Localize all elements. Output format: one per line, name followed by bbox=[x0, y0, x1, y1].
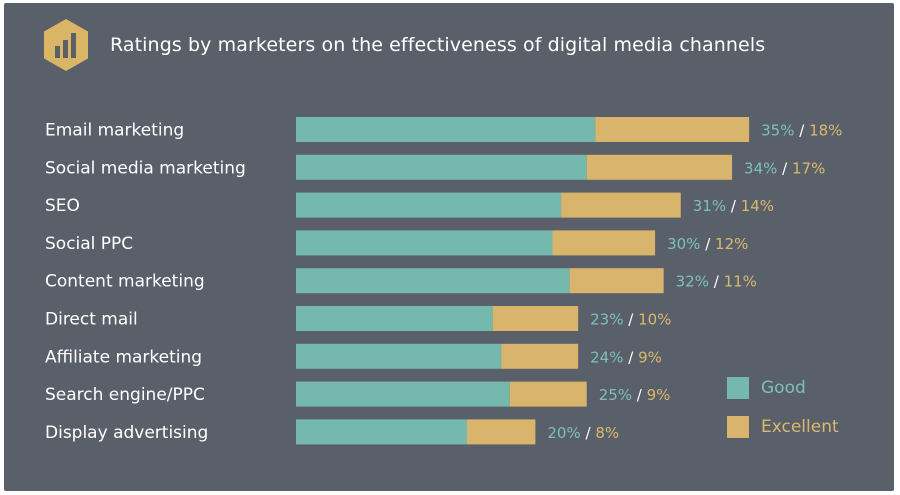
legend-label-excellent: Excellent bbox=[761, 417, 839, 437]
bar-good-social-media-marketing bbox=[296, 154, 587, 180]
category-label-social-media-marketing: Social media marketing bbox=[45, 158, 246, 178]
chart-header: Ratings by marketers on the effectivenes… bbox=[42, 18, 765, 72]
bar-good-social-ppc bbox=[296, 230, 553, 256]
bar-excellent-email-marketing bbox=[595, 117, 750, 142]
bar-excellent-content-marketing bbox=[569, 268, 664, 294]
category-label-seo: SEO bbox=[45, 196, 80, 216]
value-label-social-media-marketing: 34% / 17% bbox=[744, 159, 825, 177]
legend-item-good: Good bbox=[727, 376, 839, 400]
category-label-affiliate-marketing: Affiliate marketing bbox=[45, 347, 202, 367]
category-label-display-advertising: Display advertising bbox=[45, 423, 208, 443]
value-label-direct-mail: 23% / 10% bbox=[590, 311, 671, 329]
bar-good-seo bbox=[296, 192, 562, 218]
bar-excellent-search-engine-ppc bbox=[509, 381, 587, 407]
legend-swatch-excellent bbox=[727, 416, 749, 438]
bar-excellent-social-ppc bbox=[552, 230, 656, 256]
bar-good-direct-mail bbox=[296, 306, 493, 331]
bar-excellent-direct-mail bbox=[492, 306, 579, 331]
category-label-search-engine-ppc: Search engine/PPC bbox=[45, 385, 205, 405]
bar-good-display-advertising bbox=[296, 419, 467, 445]
category-label-email-marketing: Email marketing bbox=[45, 121, 184, 141]
bar-excellent-affiliate-marketing bbox=[501, 343, 579, 369]
bar-excellent-display-advertising bbox=[467, 419, 536, 445]
value-label-display-advertising: 20% / 8% bbox=[547, 424, 619, 442]
legend: Good Excellent bbox=[727, 376, 839, 454]
bar-excellent-social-media-marketing bbox=[586, 154, 733, 180]
legend-item-excellent: Excellent bbox=[727, 415, 839, 439]
legend-label-good: Good bbox=[761, 378, 806, 398]
value-label-social-ppc: 30% / 12% bbox=[667, 235, 748, 253]
value-label-affiliate-marketing: 24% / 9% bbox=[590, 348, 662, 366]
bar-good-content-marketing bbox=[296, 268, 570, 294]
value-label-search-engine-ppc: 25% / 9% bbox=[599, 386, 671, 404]
chart-title: Ratings by marketers on the effectivenes… bbox=[110, 34, 766, 56]
category-label-content-marketing: Content marketing bbox=[45, 272, 205, 292]
category-label-social-ppc: Social PPC bbox=[45, 234, 133, 254]
value-label-email-marketing: 35% / 18% bbox=[761, 122, 842, 140]
bar-excellent-seo bbox=[561, 192, 681, 218]
category-label-direct-mail: Direct mail bbox=[45, 310, 138, 330]
bar-good-search-engine-ppc bbox=[296, 381, 510, 407]
bar-good-affiliate-marketing bbox=[296, 343, 502, 369]
bar-good-email-marketing bbox=[296, 117, 596, 142]
value-label-seo: 31% / 14% bbox=[693, 197, 774, 215]
value-label-content-marketing: 32% / 11% bbox=[676, 273, 757, 291]
legend-swatch-good bbox=[727, 377, 749, 399]
bar-chart-icon bbox=[44, 19, 88, 71]
